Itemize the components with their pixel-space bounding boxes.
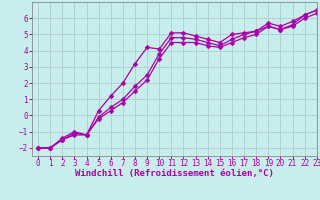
X-axis label: Windchill (Refroidissement éolien,°C): Windchill (Refroidissement éolien,°C)	[75, 169, 274, 178]
